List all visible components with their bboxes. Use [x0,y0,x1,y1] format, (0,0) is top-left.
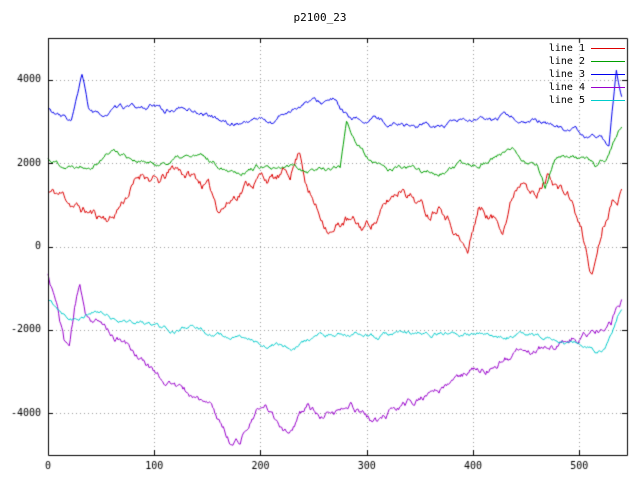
legend-item: line 4 [549,81,625,93]
legend-item: line 5 [549,94,625,106]
legend-label: line 5 [548,94,585,106]
legend-label: line 3 [548,68,585,80]
legend-line-sample [591,60,625,62]
legend-line-sample [591,86,625,88]
legend-label: line 2 [548,55,585,67]
chart-title: p2100_23 [293,11,347,24]
legend-item: line 1 [549,42,625,54]
legend-item: line 2 [549,55,625,67]
legend-item: line 3 [549,68,625,80]
legend-label: line 1 [548,42,585,54]
legend-label: line 4 [548,81,585,93]
legend-line-sample [591,99,625,101]
chart-legend: line 1 line 2 line 3 line 4 line 5 [549,42,625,106]
legend-line-sample [591,47,625,49]
legend-line-sample [591,73,625,75]
